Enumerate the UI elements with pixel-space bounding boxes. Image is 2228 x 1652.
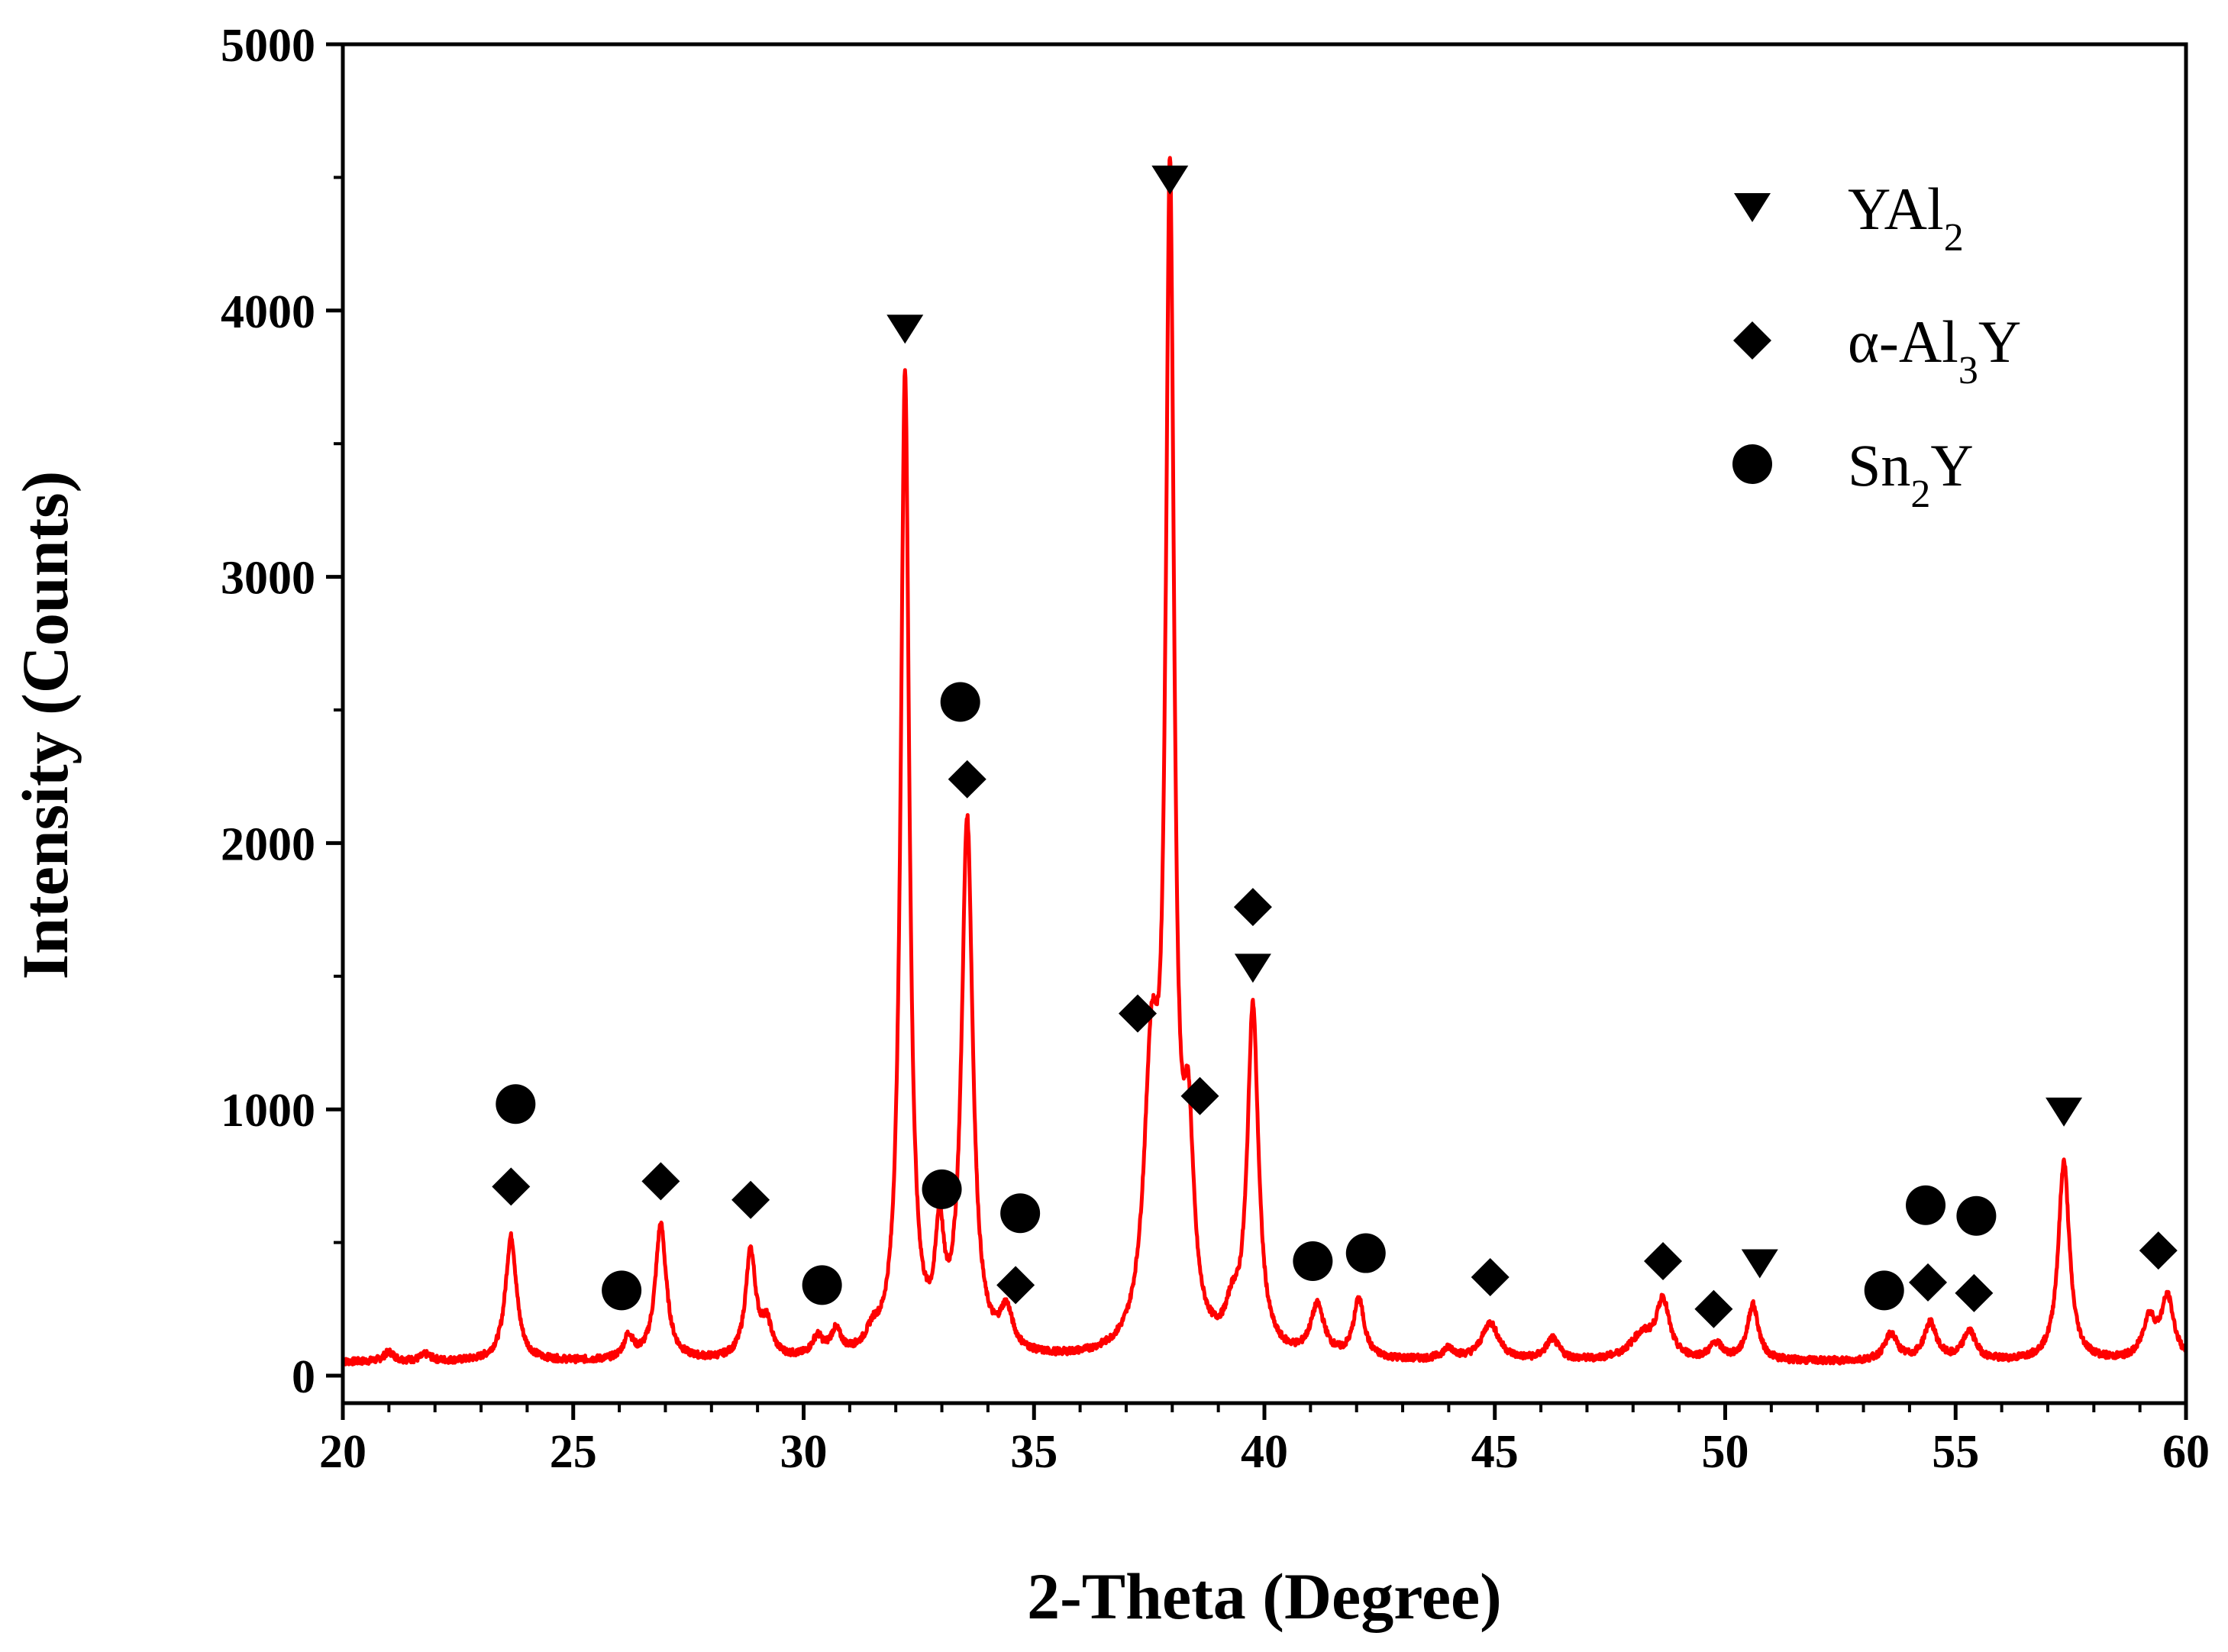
x-tick-label: 20 (319, 1426, 366, 1478)
x-tick-label: 50 (1702, 1426, 1749, 1478)
axes-layer: 20 25 30 35 40 45 50 55 60 0 1000 2000 3000 4000 5000 (221, 20, 2210, 1478)
diamond-marker (948, 760, 986, 799)
diamond-marker (1233, 888, 1272, 927)
legend-label: α-Al3Y (1848, 308, 2021, 392)
diamond-marker (492, 1167, 531, 1206)
xrd-pattern-line (343, 156, 2186, 1366)
legend-item: α-Al3Y (1733, 308, 2021, 392)
diamond-marker (1955, 1273, 1994, 1312)
y-tick-label: 1000 (221, 1085, 315, 1137)
y-tick-label: 0 (292, 1351, 315, 1403)
x-tick-label: 25 (550, 1426, 597, 1478)
x-tick-label: 35 (1010, 1426, 1057, 1478)
x-tick-label: 60 (2162, 1426, 2210, 1478)
circle-marker (1345, 1233, 1386, 1273)
phase-markers (492, 165, 2178, 1328)
y-tick-label: 2000 (221, 818, 315, 870)
triangle-marker (1151, 165, 1189, 195)
diamond-marker (996, 1266, 1035, 1305)
triangle-marker (1741, 1249, 1778, 1279)
circle-marker (1906, 1185, 1946, 1225)
x-tick-label: 55 (1932, 1426, 1979, 1478)
diamond-marker (1909, 1263, 1948, 1302)
circle-marker (1293, 1241, 1333, 1282)
circle-marker (802, 1265, 842, 1305)
y-tick-label: 3000 (221, 553, 315, 605)
diamond-marker (731, 1180, 770, 1219)
circle-marker (496, 1084, 536, 1124)
diamond-marker (1180, 1076, 1219, 1115)
x-tick-label: 40 (1241, 1426, 1288, 1478)
circle-legend-icon (1732, 444, 1772, 484)
legend-label: YAl2 (1848, 176, 1964, 260)
triangle-legend-icon (1734, 193, 1771, 222)
triangle-marker (886, 315, 924, 344)
legend-item: YAl2 (1734, 176, 1964, 260)
x-axis-title: 2-Theta (Degree) (1027, 1560, 1502, 1633)
x-tick-label: 45 (1471, 1426, 1519, 1478)
circle-marker (1956, 1195, 1997, 1236)
diamond-marker (2139, 1231, 2178, 1270)
triangle-marker (1234, 953, 1271, 983)
circle-marker (940, 682, 980, 722)
diamond-marker (641, 1162, 680, 1201)
legend: YAl2 α-Al3Y Sn2Y (1732, 176, 2021, 516)
diamond-marker (1471, 1257, 1510, 1296)
circle-marker (922, 1169, 962, 1209)
y-axis-title: Intensity (Counts) (8, 471, 82, 980)
diamond-marker (1119, 994, 1158, 1033)
legend-label: Sn2Y (1848, 432, 1974, 516)
diamond-legend-icon (1733, 321, 1771, 360)
series-layer (343, 156, 2186, 1366)
circle-marker (602, 1270, 642, 1311)
y-tick-label: 4000 (221, 286, 315, 338)
circle-marker (1864, 1270, 1904, 1311)
x-tick-label: 30 (780, 1426, 828, 1478)
legend-item: Sn2Y (1732, 432, 1974, 516)
triangle-marker (2046, 1097, 2083, 1127)
y-tick-label: 5000 (221, 20, 315, 72)
diamond-marker (1694, 1289, 1733, 1328)
circle-marker (1000, 1193, 1041, 1234)
diamond-marker (1644, 1242, 1683, 1281)
